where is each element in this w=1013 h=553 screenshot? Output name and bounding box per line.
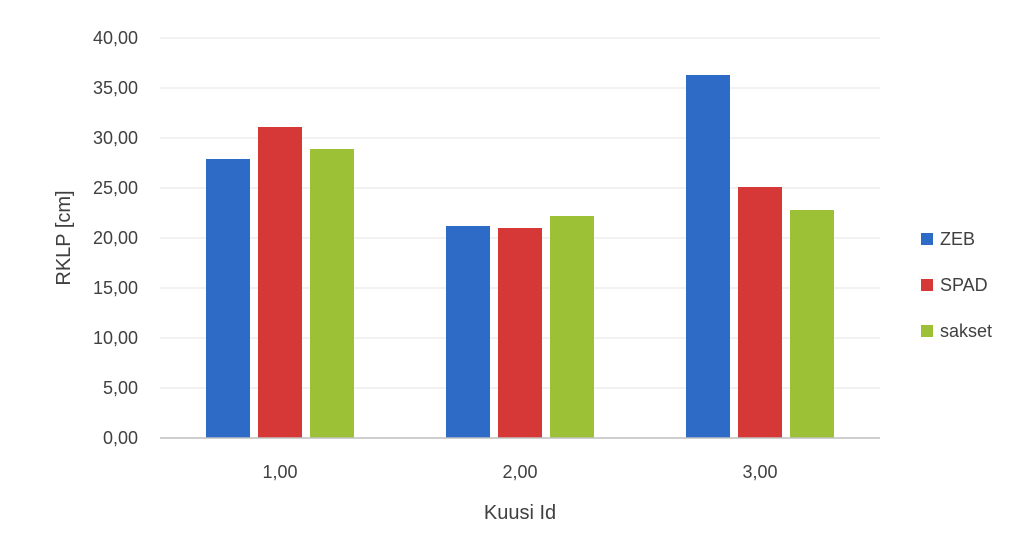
- y-tick-label: 40,00: [93, 28, 138, 48]
- bars: [206, 75, 834, 438]
- y-tick-label: 30,00: [93, 128, 138, 148]
- legend-label-sakset: sakset: [940, 321, 992, 341]
- bar-zeb-1: [206, 159, 250, 438]
- y-tick-label: 20,00: [93, 228, 138, 248]
- y-tick-label: 25,00: [93, 178, 138, 198]
- x-tick-label: 2,00: [502, 462, 537, 482]
- x-axis-label: Kuusi Id: [484, 502, 556, 524]
- legend-swatch-zeb: [921, 233, 933, 245]
- y-tick-label: 10,00: [93, 328, 138, 348]
- bar-sakset-3: [790, 210, 834, 438]
- x-axis-ticks: 1,00 2,00 3,00: [262, 462, 777, 482]
- y-tick-label: 15,00: [93, 278, 138, 298]
- y-axis-label: RKLP [cm]: [53, 190, 75, 285]
- bar-sakset-1: [310, 149, 354, 438]
- x-tick-label: 3,00: [742, 462, 777, 482]
- bar-spad-3: [738, 187, 782, 438]
- x-tick-label: 1,00: [262, 462, 297, 482]
- legend-swatch-spad: [921, 279, 933, 291]
- legend-label-zeb: ZEB: [940, 229, 975, 249]
- y-axis-ticks: 0,00 5,00 10,00 15,00 20,00 25,00 30,00 35,00 40…: [93, 28, 138, 448]
- bar-spad-2: [498, 228, 542, 438]
- bar-zeb-3: [686, 75, 730, 438]
- bar-sakset-2: [550, 216, 594, 438]
- y-tick-label: 5,00: [103, 378, 138, 398]
- bar-zeb-2: [446, 226, 490, 438]
- legend-label-spad: SPAD: [940, 275, 988, 295]
- y-tick-label: 35,00: [93, 78, 138, 98]
- legend: ZEB SPAD sakset: [921, 229, 992, 341]
- y-tick-label: 0,00: [103, 428, 138, 448]
- bar-spad-1: [258, 127, 302, 438]
- legend-swatch-sakset: [921, 325, 933, 337]
